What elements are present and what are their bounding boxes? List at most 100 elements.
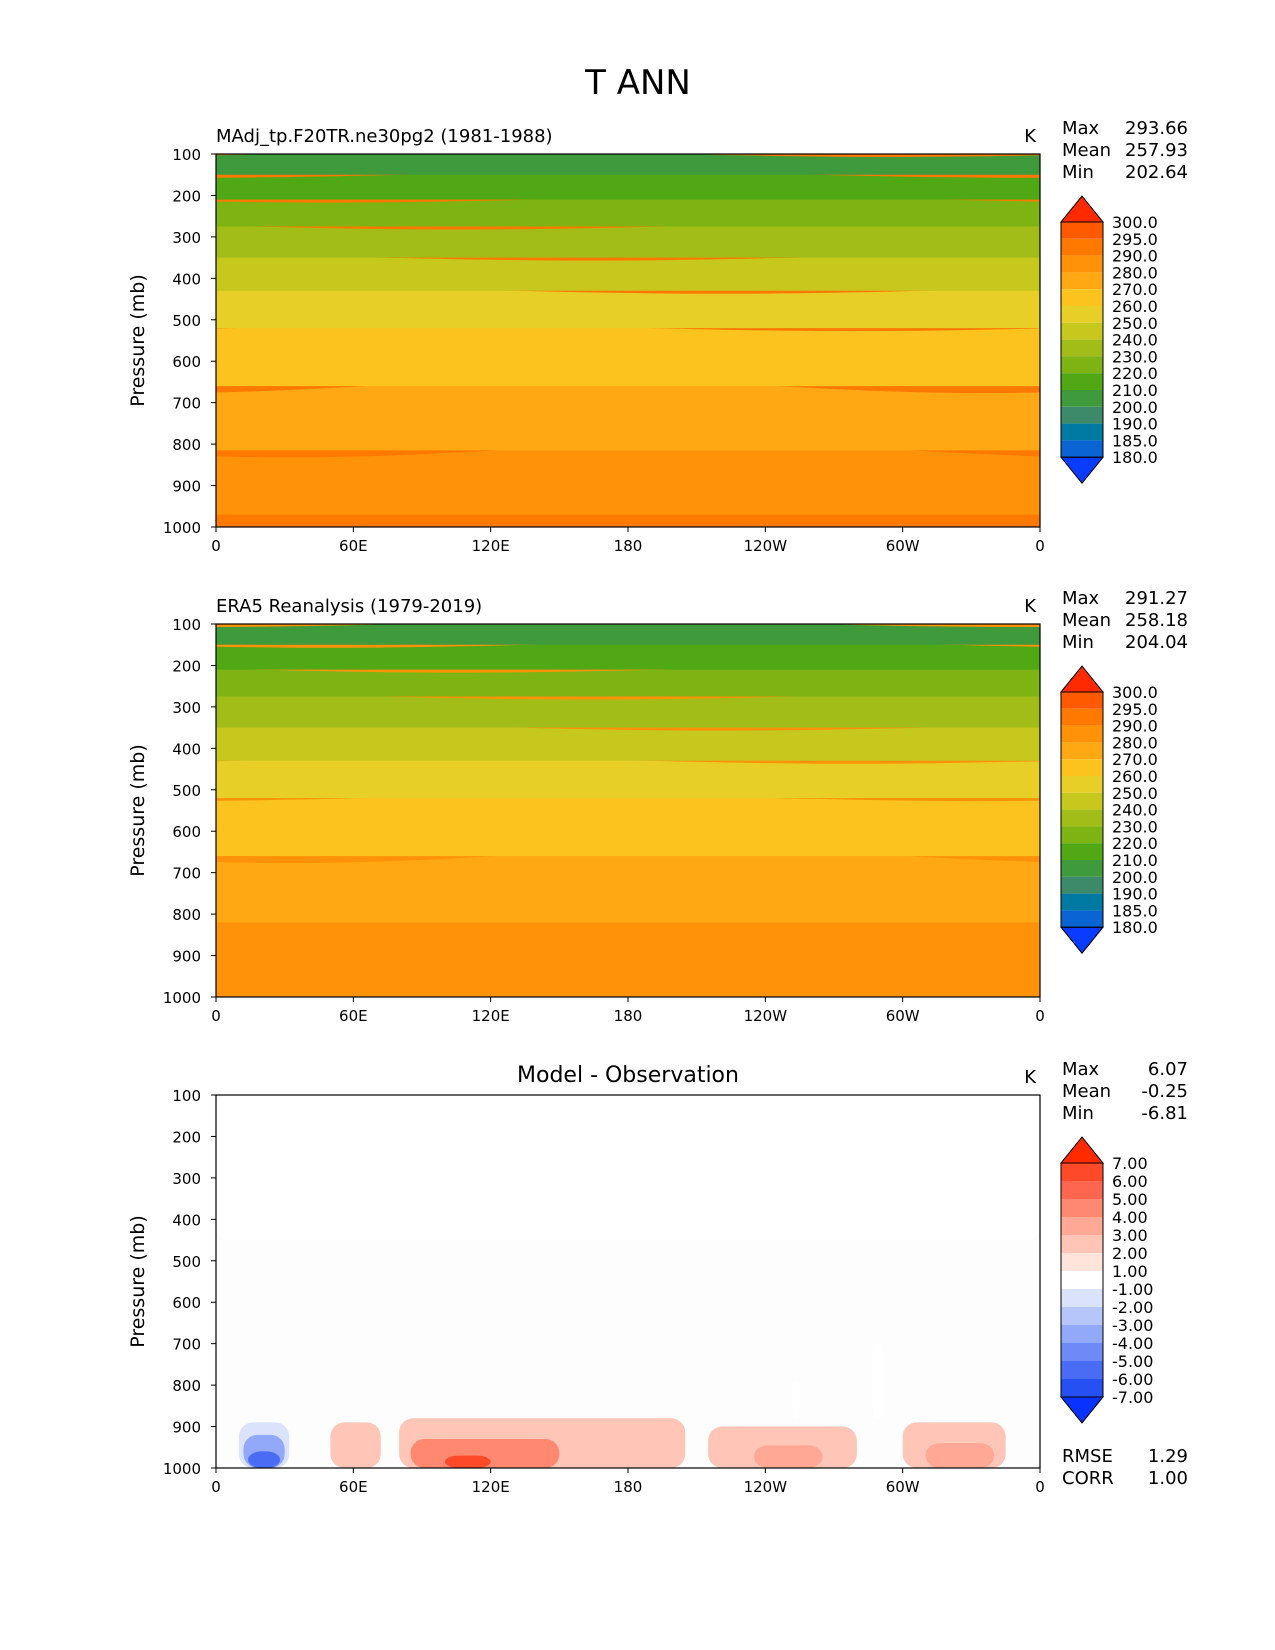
colorbar-swatch	[1061, 776, 1103, 793]
y-tick-label: 200	[172, 657, 201, 675]
y-tick-label: 800	[172, 1377, 201, 1395]
stat-value: 202.64	[1125, 162, 1188, 183]
colorbar-label: 250.0	[1112, 784, 1158, 803]
x-tick-label: 120W	[744, 1478, 788, 1496]
colorbar-label: 210.0	[1112, 851, 1158, 870]
y-tick-label: 600	[172, 823, 201, 841]
y-tick-label: 500	[172, 312, 201, 330]
stat-label: Max	[1062, 588, 1100, 609]
colorbar-extend-max	[1059, 665, 1105, 693]
contour-band	[216, 693, 1040, 728]
stat-label: Min	[1062, 162, 1094, 183]
colorbar-label: 280.0	[1112, 733, 1158, 752]
y-tick-label: 200	[172, 187, 201, 205]
colorbar-extend-max	[1059, 195, 1105, 223]
colorbar-swatch	[1061, 406, 1103, 424]
y-tick-label: 700	[172, 1336, 201, 1354]
colorbar-swatch	[1061, 826, 1103, 844]
contour-band	[216, 641, 1040, 670]
colorbar-label: 270.0	[1112, 280, 1158, 299]
x-tick-label: 0	[211, 1478, 221, 1496]
stat-value: 1.00	[1148, 1468, 1188, 1489]
stat-label: Mean	[1062, 140, 1111, 161]
units-label: K	[1024, 1067, 1037, 1088]
colorbar-swatch	[1061, 1217, 1103, 1235]
contour-field	[216, 154, 1040, 527]
y-tick-label: 600	[172, 353, 201, 371]
colorbar-label: 300.0	[1112, 683, 1158, 702]
stat-label: CORR	[1062, 1468, 1114, 1489]
x-tick-label: 180	[614, 1478, 643, 1496]
colorbar-swatch	[1061, 725, 1103, 743]
colorbar-label: 6.00	[1112, 1172, 1148, 1191]
colorbar-label: 295.0	[1112, 230, 1158, 249]
colorbar-swatch	[1061, 356, 1103, 374]
x-tick-label: 60E	[339, 537, 368, 555]
contour-region	[216, 1095, 1040, 1241]
colorbar-swatch	[1061, 272, 1103, 290]
stat-value: 258.18	[1125, 610, 1188, 631]
colorbar-swatch	[1061, 893, 1103, 911]
y-axis-label: Pressure (mb)	[127, 744, 149, 877]
contour-region	[753, 1445, 823, 1468]
panel-title: MAdj_tp.F20TR.ne30pg2 (1981-1988)	[216, 126, 553, 147]
panel-title: ERA5 Reanalysis (1979-2019)	[216, 596, 482, 617]
contour-band	[216, 379, 1040, 451]
colorbar-label: 200.0	[1112, 868, 1158, 887]
colorbar-label: 260.0	[1112, 767, 1158, 786]
stat-label: Max	[1062, 118, 1100, 139]
y-tick-label: 500	[172, 782, 201, 800]
colorbar-swatch	[1061, 759, 1103, 776]
contour-band	[216, 196, 1040, 227]
contour-band	[216, 287, 1040, 329]
x-tick-label: 0	[1035, 537, 1045, 555]
stat-value: 1.29	[1148, 1446, 1188, 1467]
y-tick-label: 500	[172, 1253, 201, 1271]
contour-band	[216, 443, 1040, 515]
colorbar-swatch	[1061, 339, 1103, 357]
contour-band	[216, 849, 1040, 923]
y-axis-label: Pressure (mb)	[127, 1215, 149, 1348]
colorbar: 7.006.005.004.003.002.001.00-1.00-2.00-3…	[1059, 1136, 1153, 1424]
colorbar-swatch	[1061, 289, 1103, 306]
colorbar-swatch	[1061, 440, 1103, 458]
colorbar-label: 200.0	[1112, 398, 1158, 417]
y-tick-label: 600	[172, 1294, 201, 1312]
stat-value: 204.04	[1125, 632, 1188, 653]
colorbar-label: 240.0	[1112, 801, 1158, 820]
x-tick-label: 180	[614, 537, 643, 555]
colorbar: 300.0295.0290.0280.0270.0260.0250.0240.0…	[1059, 665, 1158, 954]
panel-title: Model - Observation	[517, 1063, 739, 1088]
stat-value: 6.07	[1148, 1059, 1188, 1080]
x-tick-label: 120E	[472, 1007, 510, 1025]
colorbar-label: 260.0	[1112, 297, 1158, 316]
colorbar-swatch	[1061, 860, 1103, 877]
units-label: K	[1024, 596, 1037, 617]
x-tick-label: 120W	[744, 537, 788, 555]
colorbar-swatch	[1061, 1289, 1103, 1307]
colorbar-extend-min	[1059, 456, 1105, 484]
colorbar-extend-min	[1059, 1396, 1105, 1424]
colorbar-swatch	[1061, 1343, 1103, 1361]
y-tick-label: 800	[172, 436, 201, 454]
colorbar-swatch	[1061, 373, 1103, 390]
colorbar-swatch	[1061, 255, 1103, 273]
stat-label: Min	[1062, 1103, 1094, 1124]
contour-band	[216, 325, 1040, 387]
colorbar-swatch	[1061, 742, 1103, 760]
colorbar-swatch	[1061, 322, 1103, 340]
colorbar-label: 295.0	[1112, 700, 1158, 719]
y-tick-label: 700	[172, 865, 201, 883]
colorbar-swatch	[1061, 1379, 1103, 1397]
x-tick-label: 60E	[339, 1007, 368, 1025]
colorbar-label: 220.0	[1112, 364, 1158, 383]
contour-region	[872, 1343, 883, 1419]
contour-region	[330, 1422, 381, 1468]
colorbar-swatch	[1061, 1271, 1103, 1289]
y-tick-label: 900	[172, 948, 201, 966]
y-tick-label: 100	[172, 1087, 201, 1105]
y-axis-label: Pressure (mb)	[127, 274, 149, 407]
contour-region	[925, 1443, 995, 1468]
y-tick-label: 1000	[163, 989, 201, 1007]
contour-band	[216, 154, 1040, 175]
